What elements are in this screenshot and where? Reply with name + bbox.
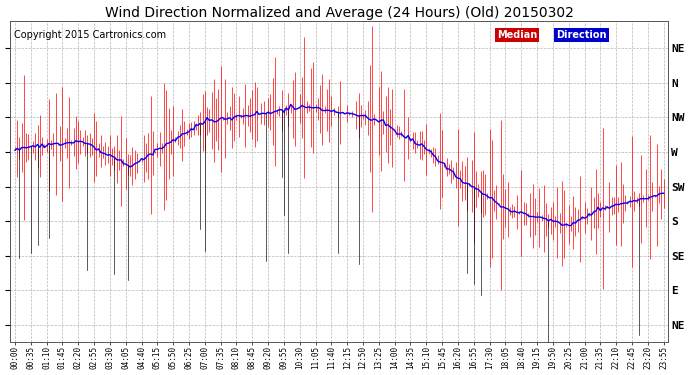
Text: Median: Median [497, 30, 538, 40]
Text: Copyright 2015 Cartronics.com: Copyright 2015 Cartronics.com [14, 30, 166, 40]
Title: Wind Direction Normalized and Average (24 Hours) (Old) 20150302: Wind Direction Normalized and Average (2… [105, 6, 573, 20]
Text: Direction: Direction [556, 30, 607, 40]
